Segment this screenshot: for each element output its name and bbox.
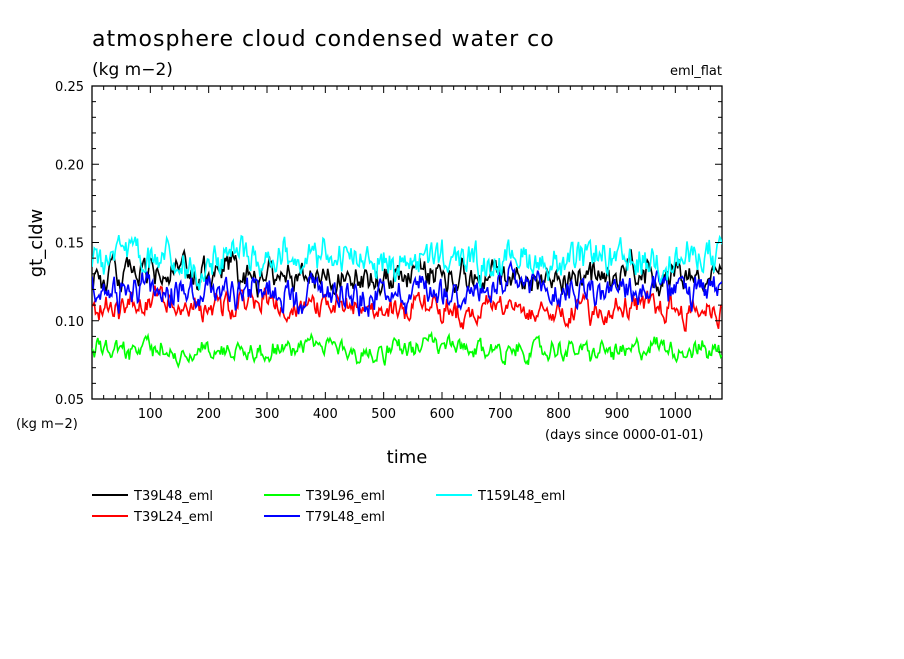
chart-title: atmosphere cloud condensed water co bbox=[92, 27, 555, 52]
legend-label-T159L48_eml: T159L48_eml bbox=[477, 489, 565, 504]
legend-label-T39L96_eml: T39L96_eml bbox=[305, 489, 385, 504]
chart-units-label: (kg m−2) bbox=[92, 60, 173, 80]
y-units-note: (kg m−2) bbox=[16, 417, 78, 432]
y-tick-label: 0.10 bbox=[55, 315, 84, 330]
x-tick-label: 500 bbox=[371, 407, 396, 422]
x-tick-label: 700 bbox=[488, 407, 513, 422]
series-line-T39L96_eml bbox=[92, 330, 722, 369]
x-tick-label: 200 bbox=[196, 407, 221, 422]
legend-label-T79L48_eml: T79L48_eml bbox=[305, 510, 385, 525]
x-tick-label: 300 bbox=[255, 407, 280, 422]
y-tick-label: 0.05 bbox=[55, 393, 84, 408]
ticks-group: 100 200 300 400 500 600 700 800 900 1000 0.05 0.10 0… bbox=[55, 80, 722, 422]
experiment-tag: eml_flat bbox=[670, 64, 722, 79]
legend: T39L48_eml T39L24_eml T39L96_eml T79L48_eml… bbox=[92, 489, 565, 525]
x-tick-label: 800 bbox=[546, 407, 571, 422]
y-axis-label: gt_cldw bbox=[26, 209, 47, 278]
x-tick-label: 900 bbox=[605, 407, 630, 422]
legend-label-T39L48_eml: T39L48_eml bbox=[133, 489, 213, 504]
y-tick-label: 0.15 bbox=[55, 237, 84, 252]
x-tick-label: 1000 bbox=[659, 407, 692, 422]
series-group bbox=[92, 234, 722, 369]
x-tick-label: 600 bbox=[430, 407, 455, 422]
x-units-note: (days since 0000-01-01) bbox=[545, 428, 703, 443]
y-tick-label: 0.20 bbox=[55, 158, 84, 173]
y-tick-label: 0.25 bbox=[55, 80, 84, 95]
series-line-T79L48_eml bbox=[92, 259, 722, 317]
x-tick-label: 400 bbox=[313, 407, 338, 422]
x-axis-label: time bbox=[387, 447, 428, 468]
series-line-T159L48_eml bbox=[92, 234, 722, 291]
x-tick-label: 100 bbox=[138, 407, 163, 422]
legend-label-T39L24_eml: T39L24_eml bbox=[133, 510, 213, 525]
series-line-T39L48_eml bbox=[92, 248, 722, 298]
